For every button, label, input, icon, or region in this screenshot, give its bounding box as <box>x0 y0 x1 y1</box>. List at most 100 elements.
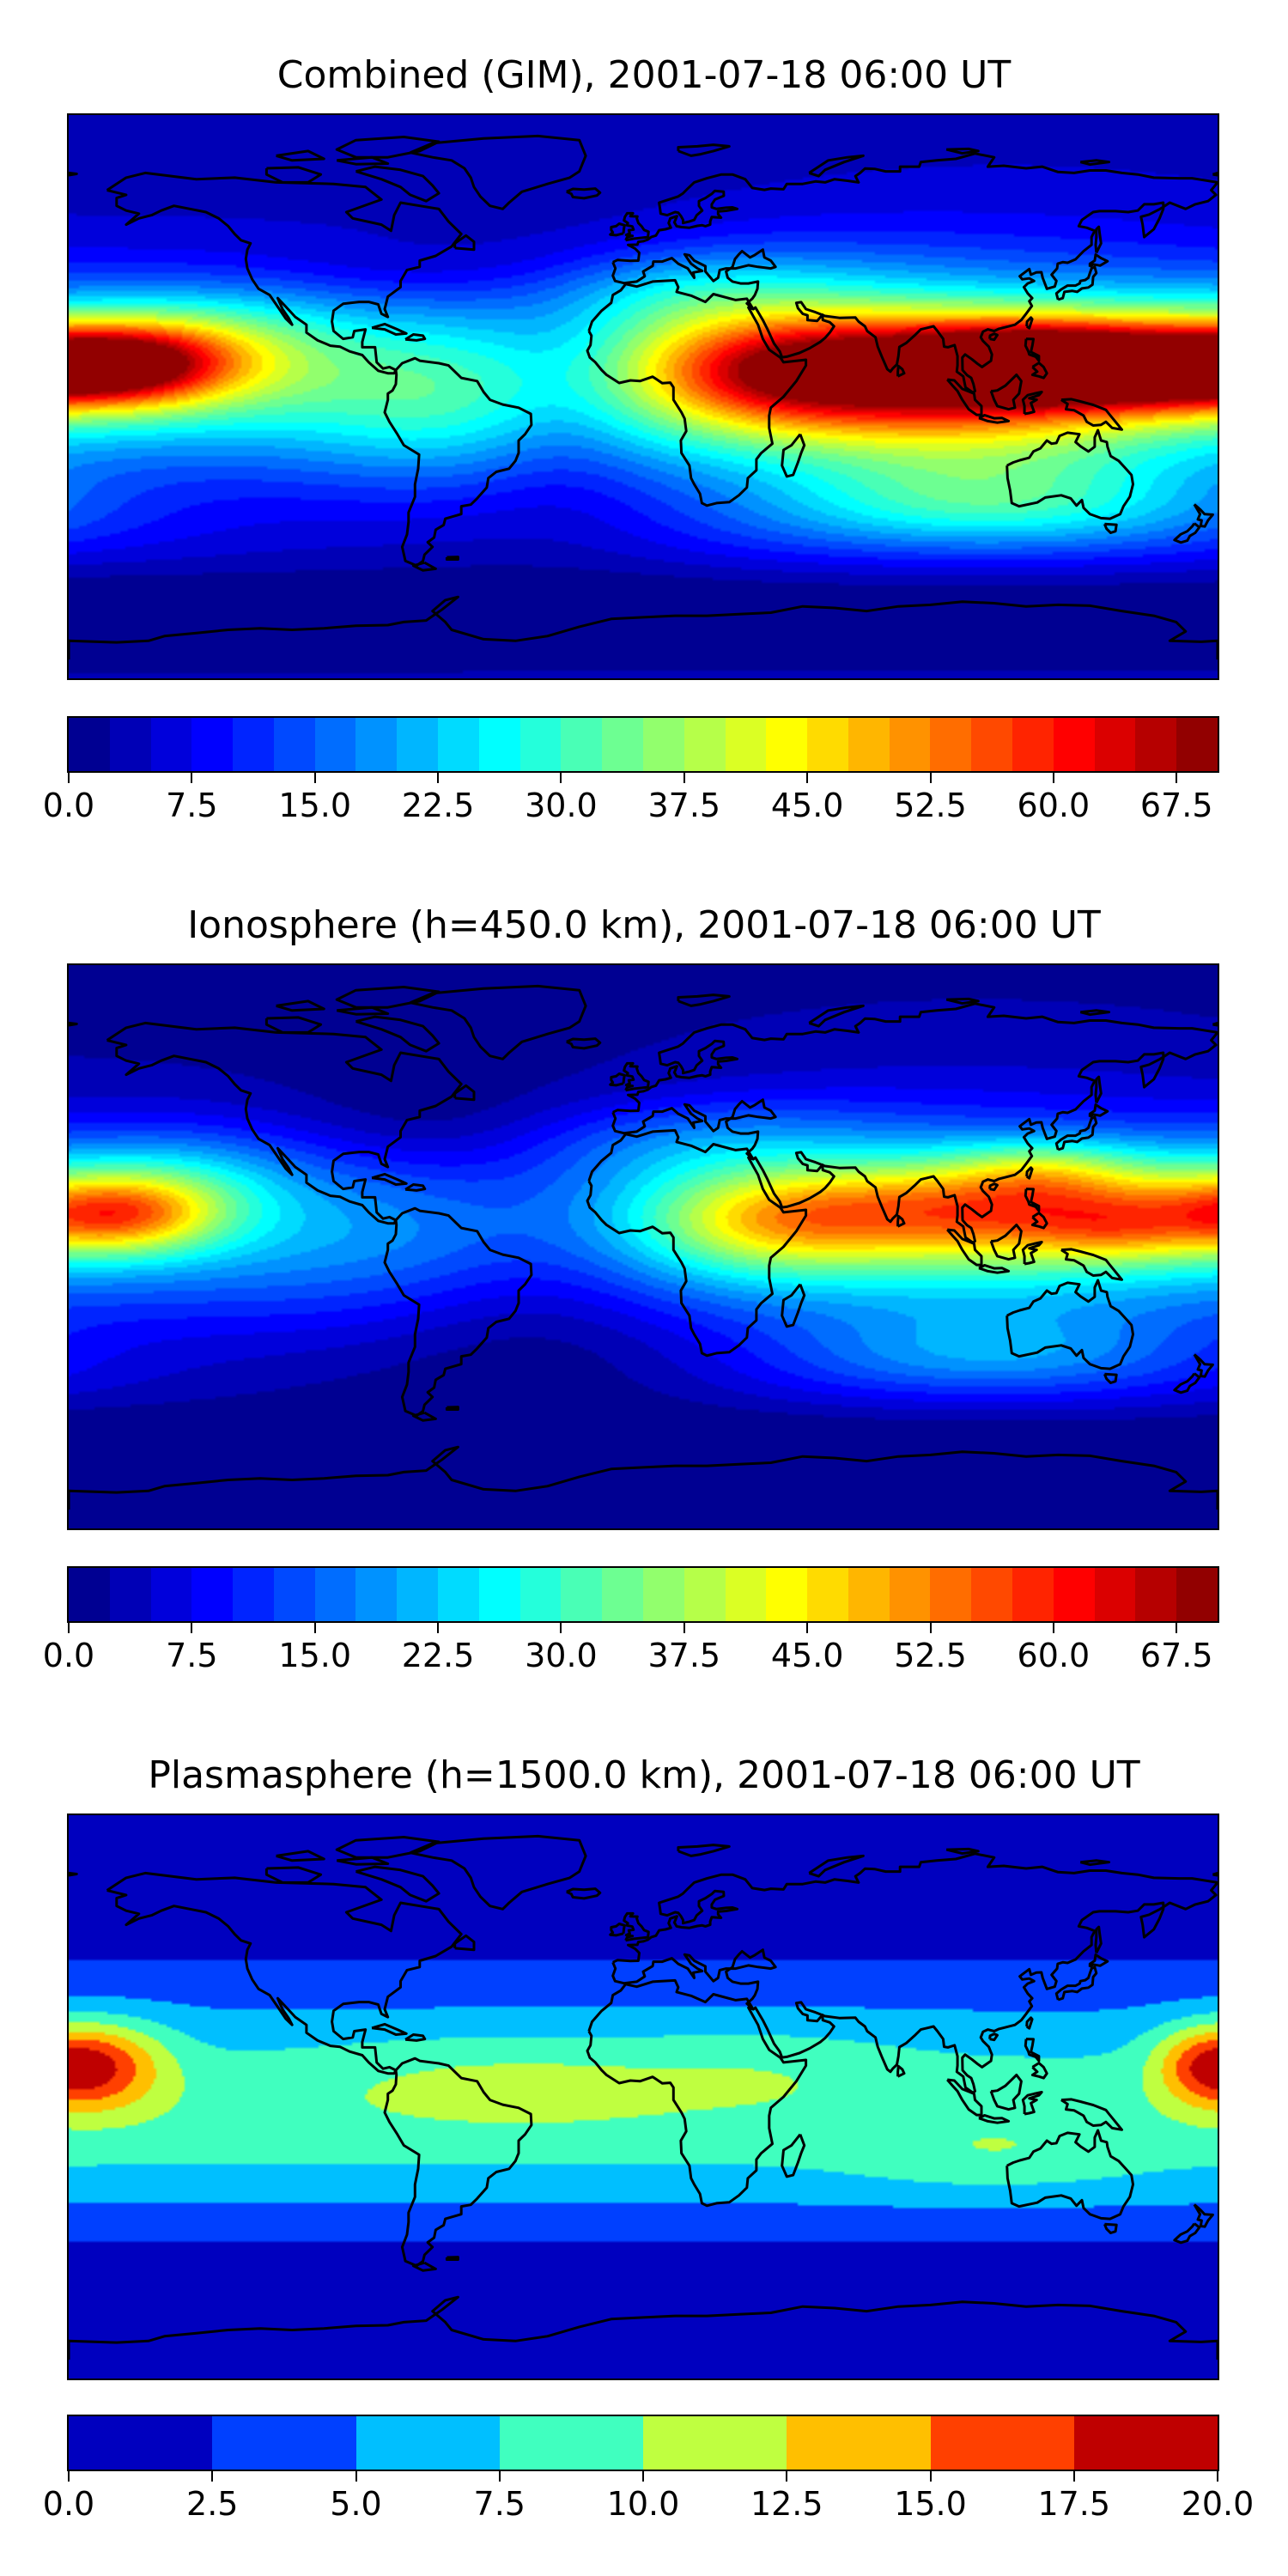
coastline <box>1030 1212 1048 1230</box>
colorbar-tick-mark <box>560 1623 562 1633</box>
colorbar-segment <box>889 718 931 771</box>
coastline <box>1094 1075 1103 1104</box>
colorbar <box>67 2415 1219 2471</box>
colorbar-segment <box>561 1568 603 1621</box>
colorbar-segment <box>807 718 848 771</box>
tec-field-image <box>69 115 1218 678</box>
colorbar-tick-mark <box>1176 773 1178 783</box>
colorbar <box>67 716 1219 773</box>
colorbar-tick-mark <box>313 773 316 783</box>
coastline <box>1173 522 1201 544</box>
coastline <box>371 2022 408 2036</box>
coastline <box>355 1015 440 1053</box>
coastline <box>1030 361 1048 380</box>
coastline <box>336 1005 390 1016</box>
colorbar-segment <box>642 1568 684 1621</box>
coastline <box>106 1021 463 1225</box>
colorbar-tick-label: 60.0 <box>1017 1637 1091 1674</box>
coastline <box>1088 253 1109 268</box>
coastline <box>566 1037 602 1050</box>
coastline <box>978 2114 1011 2124</box>
colorbar-segment <box>1094 718 1136 771</box>
coastline <box>988 1182 999 1192</box>
coastline <box>609 1072 626 1087</box>
coastline <box>264 1016 323 1034</box>
colorbar-tick-label: 0.0 <box>42 787 95 824</box>
coastline <box>1030 2062 1048 2080</box>
map-combined <box>67 113 1219 680</box>
coastline <box>1024 2038 1041 2063</box>
coastline <box>69 1871 78 1877</box>
colorbar-segment <box>889 1568 931 1621</box>
colorbar-segment <box>1053 1568 1095 1621</box>
coastline <box>404 1183 427 1192</box>
colorbar-segment <box>233 718 274 771</box>
colorbar-tick-label: 0.0 <box>42 2485 95 2523</box>
coastline <box>404 2033 427 2042</box>
coastline <box>445 2256 459 2261</box>
coastline <box>989 2074 1023 2111</box>
coastline <box>445 556 459 561</box>
coastline <box>896 2064 906 2078</box>
colorbar-tick-mark <box>1072 2471 1075 2482</box>
coastline <box>1025 2016 1034 2030</box>
coastline <box>453 1934 476 1952</box>
coastline <box>1103 2222 1118 2234</box>
colorbar-tick-mark <box>68 2471 70 2482</box>
colorbar-tick-label: 17.5 <box>1037 2485 1111 2523</box>
coastline <box>1060 2098 1123 2131</box>
coastline <box>106 1871 463 2075</box>
colorbar-segment <box>150 1568 192 1621</box>
colorbar-segment <box>602 718 643 771</box>
coastline <box>1173 1372 1201 1394</box>
colorbar-tick-label: 37.5 <box>647 787 721 824</box>
coastline <box>946 2078 983 2117</box>
colorbar-segment <box>191 1568 234 1621</box>
coastline <box>609 222 626 237</box>
colorbar-segment <box>397 1568 439 1621</box>
colorbar-ticks: 0.0 7.5 15.0 22.5 30.0 37.5 45.0 52.5 60.0 67.5 <box>43 1623 1219 1674</box>
coastline <box>1103 1372 1118 1384</box>
colorbar-tick-label: 60.0 <box>1017 787 1091 824</box>
coastline <box>1025 316 1034 330</box>
coastline <box>264 1866 323 1884</box>
map-plasmasphere <box>67 1814 1219 2380</box>
colorbar-segment <box>971 1568 1012 1621</box>
coastline <box>276 149 325 162</box>
tec-map <box>69 115 1218 678</box>
colorbar-tick-label: 22.5 <box>401 787 475 824</box>
coastlines <box>69 134 1218 660</box>
colorbar-tick-mark <box>1052 1623 1054 1633</box>
colorbar-segment <box>1094 1568 1136 1621</box>
colorbar-segment <box>561 718 603 771</box>
colorbar-tick-mark <box>211 2471 214 2482</box>
coastline <box>410 134 587 210</box>
colorbar-segment <box>478 1568 520 1621</box>
coastline <box>945 1847 980 1855</box>
colorbar-tick-mark <box>683 773 685 783</box>
colorbar-segment <box>1012 718 1054 771</box>
coastline <box>383 1206 533 1418</box>
colorbar-tick-label: 37.5 <box>647 1637 721 1674</box>
coastline <box>1079 1859 1111 1867</box>
coastline <box>677 993 731 1007</box>
coastline <box>1054 1115 1098 1151</box>
coastline <box>1103 522 1118 534</box>
coastline <box>781 433 806 478</box>
coastline <box>586 1978 808 2208</box>
colorbar-tick-label: 15.0 <box>894 2485 967 2523</box>
coastline <box>1212 1871 1218 1877</box>
coastline <box>411 1411 437 1422</box>
colorbar-segment <box>1012 1568 1054 1621</box>
coastline <box>1088 1103 1109 1118</box>
coastline <box>336 1856 390 1866</box>
coastlines <box>69 1834 1218 2360</box>
coastline <box>445 1406 459 1411</box>
coastline <box>1060 1248 1123 1281</box>
coastline <box>106 171 463 375</box>
coastline <box>978 1264 1011 1274</box>
colorbar-tick-mark <box>68 1623 70 1633</box>
coastline <box>371 322 408 336</box>
coastline <box>1212 171 1218 177</box>
colorbar-segment <box>519 718 562 771</box>
